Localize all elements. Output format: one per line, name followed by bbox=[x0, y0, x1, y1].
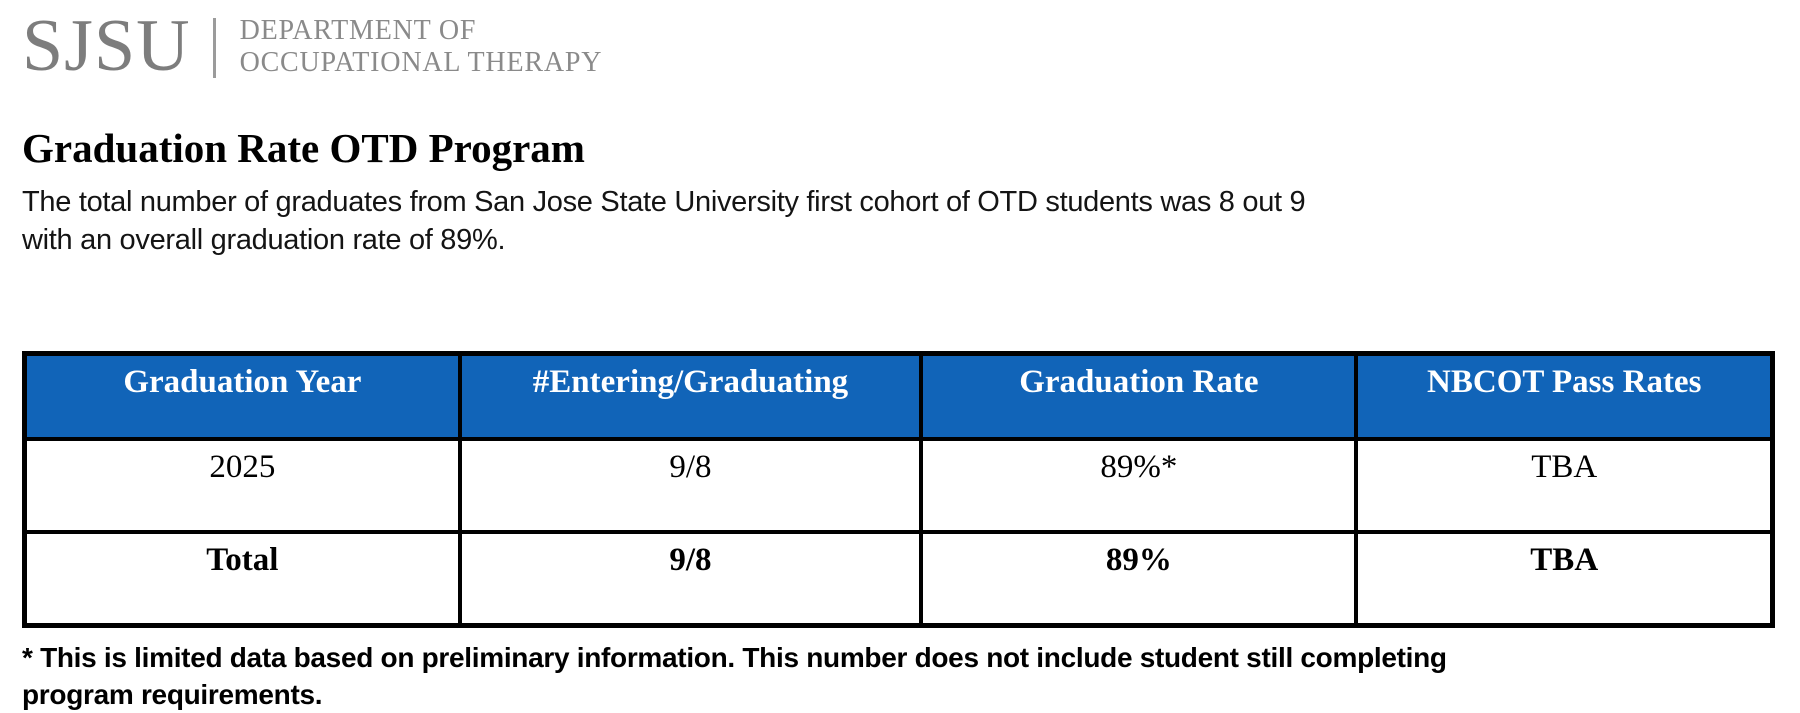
cell-nbcot-pass-rates: TBA bbox=[1354, 530, 1775, 628]
cell-graduation-rate: 89% bbox=[919, 530, 1359, 628]
logo-department-name: DEPARTMENT OF OCCUPATIONAL THERAPY bbox=[240, 12, 603, 80]
table-header-entering-graduating: #Entering/Graduating bbox=[457, 351, 924, 442]
table-row-2025: 2025 9/8 89%* TBA bbox=[22, 437, 1775, 535]
cell-graduation-year: Total bbox=[22, 530, 462, 628]
logo-divider bbox=[212, 18, 216, 78]
cell-graduation-rate: 89%* bbox=[919, 437, 1359, 535]
table-header-graduation-rate: Graduation Rate bbox=[919, 351, 1359, 442]
logo-department-line1: DEPARTMENT OF bbox=[239, 15, 477, 46]
table-row-total: Total 9/8 89% TBA bbox=[22, 530, 1775, 628]
table-header-row: Graduation Year #Entering/Graduating Gra… bbox=[22, 351, 1775, 442]
cell-graduation-year: 2025 bbox=[22, 437, 462, 535]
footnote: * This is limited data based on prelimin… bbox=[22, 642, 1447, 710]
logo-department-line2: OCCUPATIONAL THERAPY bbox=[239, 47, 603, 79]
sjsu-logo: SJSU DEPARTMENT OF OCCUPATIONAL THERAPY bbox=[22, 5, 1776, 94]
graduation-rate-table: Graduation Year #Entering/Graduating Gra… bbox=[22, 351, 1775, 629]
intro-paragraph: The total number of graduates from San J… bbox=[22, 186, 1306, 256]
cell-nbcot-pass-rates: TBA bbox=[1354, 437, 1775, 535]
cell-entering-graduating: 9/8 bbox=[457, 437, 924, 535]
table-header-nbcot-pass-rates: NBCOT Pass Rates bbox=[1354, 351, 1775, 442]
page-title: Graduation Rate OTD Program bbox=[22, 125, 585, 171]
cell-entering-graduating: 9/8 bbox=[457, 530, 924, 628]
table-header-graduation-year: Graduation Year bbox=[22, 351, 462, 442]
sjsu-logo-acronym: SJSU bbox=[22, 5, 191, 87]
